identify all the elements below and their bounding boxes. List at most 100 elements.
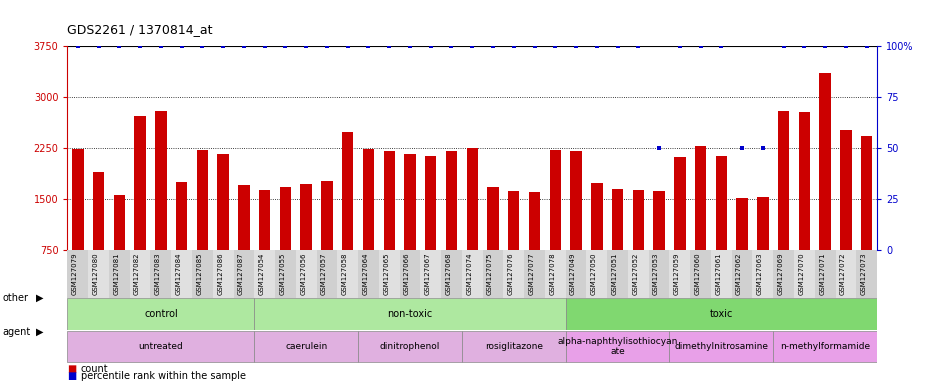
- Bar: [710, 250, 731, 298]
- Text: GSM127054: GSM127054: [258, 252, 264, 295]
- Text: GSM127070: GSM127070: [797, 252, 803, 295]
- Bar: [545, 250, 565, 298]
- Text: GSM127051: GSM127051: [611, 252, 617, 295]
- Bar: [129, 250, 151, 298]
- Bar: [358, 331, 461, 362]
- Bar: [715, 156, 726, 250]
- Bar: [632, 190, 643, 250]
- Bar: [254, 331, 358, 362]
- Bar: [814, 250, 835, 298]
- Text: percentile rank within the sample: percentile rank within the sample: [80, 371, 245, 381]
- Bar: [586, 250, 607, 298]
- Bar: [337, 250, 358, 298]
- Text: ▶: ▶: [36, 293, 43, 303]
- Text: untreated: untreated: [139, 342, 183, 351]
- Text: ▶: ▶: [36, 327, 43, 337]
- Bar: [378, 250, 399, 298]
- Bar: [280, 187, 291, 250]
- Bar: [565, 298, 876, 329]
- Bar: [134, 116, 146, 250]
- Bar: [316, 250, 337, 298]
- Bar: [528, 192, 540, 250]
- Bar: [399, 250, 420, 298]
- Text: GDS2261 / 1370814_at: GDS2261 / 1370814_at: [67, 23, 212, 36]
- Bar: [772, 250, 793, 298]
- Bar: [856, 250, 876, 298]
- Bar: [300, 184, 312, 250]
- Bar: [113, 195, 124, 250]
- Text: GSM127049: GSM127049: [569, 252, 576, 295]
- Bar: [648, 250, 668, 298]
- Bar: [88, 250, 109, 298]
- Text: GSM127064: GSM127064: [362, 252, 368, 295]
- Text: toxic: toxic: [709, 309, 732, 319]
- Bar: [67, 250, 88, 298]
- Text: GSM127062: GSM127062: [736, 252, 741, 295]
- Bar: [611, 189, 622, 250]
- Text: GSM127067: GSM127067: [424, 252, 431, 295]
- Text: GSM127078: GSM127078: [548, 252, 555, 295]
- Text: rosiglitazone: rosiglitazone: [484, 342, 542, 351]
- Text: control: control: [144, 309, 178, 319]
- Bar: [420, 250, 441, 298]
- Bar: [446, 151, 457, 250]
- Text: GSM127056: GSM127056: [300, 252, 306, 295]
- Bar: [275, 250, 296, 298]
- Bar: [570, 151, 581, 250]
- Text: agent: agent: [3, 327, 31, 337]
- Bar: [176, 182, 187, 250]
- Bar: [403, 154, 416, 250]
- Bar: [668, 250, 690, 298]
- Bar: [383, 151, 394, 250]
- Text: n-methylformamide: n-methylformamide: [780, 342, 870, 351]
- Text: GSM127053: GSM127053: [652, 252, 658, 295]
- Bar: [736, 198, 747, 250]
- Bar: [860, 136, 871, 250]
- Text: GSM127060: GSM127060: [694, 252, 700, 295]
- Bar: [756, 197, 768, 250]
- Bar: [523, 250, 545, 298]
- Bar: [425, 156, 436, 250]
- Text: GSM127073: GSM127073: [860, 252, 866, 295]
- Bar: [212, 250, 233, 298]
- Text: other: other: [3, 293, 29, 303]
- Text: GSM127058: GSM127058: [342, 252, 347, 295]
- Text: GSM127074: GSM127074: [466, 252, 472, 295]
- Bar: [607, 250, 627, 298]
- Text: GSM127079: GSM127079: [72, 252, 78, 295]
- Bar: [321, 181, 332, 250]
- Text: GSM127057: GSM127057: [321, 252, 327, 295]
- Bar: [695, 146, 706, 250]
- Text: ■: ■: [67, 371, 77, 381]
- Text: GSM127085: GSM127085: [197, 252, 202, 295]
- Bar: [752, 250, 772, 298]
- Bar: [690, 250, 710, 298]
- Text: GSM127063: GSM127063: [756, 252, 762, 295]
- Text: GSM127076: GSM127076: [507, 252, 513, 295]
- Bar: [358, 250, 378, 298]
- Text: GSM127065: GSM127065: [383, 252, 388, 295]
- Bar: [652, 191, 664, 250]
- Bar: [461, 331, 565, 362]
- Text: GSM127061: GSM127061: [714, 252, 721, 295]
- Bar: [565, 331, 668, 362]
- Bar: [155, 111, 167, 250]
- Bar: [797, 112, 810, 250]
- Bar: [217, 154, 228, 250]
- Bar: [151, 250, 171, 298]
- Text: ■: ■: [67, 364, 77, 374]
- Bar: [342, 132, 353, 250]
- Bar: [777, 111, 788, 250]
- Text: GSM127082: GSM127082: [134, 252, 140, 295]
- Bar: [67, 298, 254, 329]
- Bar: [238, 185, 249, 250]
- Bar: [362, 149, 373, 250]
- Text: dimethylnitrosamine: dimethylnitrosamine: [674, 342, 768, 351]
- Bar: [258, 190, 271, 250]
- Bar: [461, 250, 482, 298]
- Bar: [197, 150, 208, 250]
- Bar: [254, 250, 275, 298]
- Text: GSM127069: GSM127069: [777, 252, 782, 295]
- Text: GSM127080: GSM127080: [93, 252, 98, 295]
- Bar: [835, 250, 856, 298]
